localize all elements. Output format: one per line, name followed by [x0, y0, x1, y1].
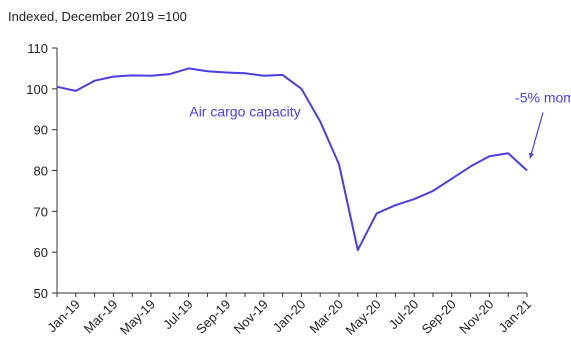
x-tick-label: Jan-21	[495, 297, 534, 336]
x-tick-label: Nov-19	[231, 297, 271, 337]
x-tick-label: Mar-19	[81, 297, 121, 337]
y-tick-label: 70	[34, 204, 48, 219]
x-tick-label: Jul-20	[386, 297, 422, 333]
x-tick-label: Nov-20	[456, 297, 496, 337]
x-tick-label: Sep-19	[193, 297, 233, 337]
x-tick-label: Sep-20	[419, 297, 459, 337]
chart-title: Indexed, December 2019 =100	[8, 9, 187, 24]
x-tick-label: Jan-19	[44, 297, 83, 336]
series-label-air-cargo-capacity: Air cargo capacity	[189, 104, 300, 120]
y-tick-label: 90	[34, 123, 48, 138]
x-tick-label: May-19	[117, 297, 158, 338]
y-tick-label: 50	[34, 286, 48, 301]
annotation-arrow-head	[528, 152, 534, 159]
x-tick-label: May-20	[342, 297, 383, 338]
labels-group: Air cargo capacity -5% mom	[189, 90, 571, 159]
series-line-air-cargo-capacity	[56, 67, 528, 252]
y-tick-label: 110	[27, 41, 48, 56]
annotation-mom-change: -5% mom	[515, 90, 571, 106]
series-group	[56, 67, 528, 252]
annotation-arrow-shaft	[529, 112, 544, 159]
y-axis: 50 60 70 80 90 100 110	[26, 41, 58, 301]
x-tick-label: Jul-19	[160, 297, 196, 333]
x-tick-label: Mar-20	[306, 297, 346, 337]
y-tick-label: 60	[34, 245, 48, 260]
y-tick-label: 80	[34, 164, 48, 179]
x-tick-label: Jan-20	[270, 297, 309, 336]
y-tick-label: 100	[26, 82, 48, 97]
